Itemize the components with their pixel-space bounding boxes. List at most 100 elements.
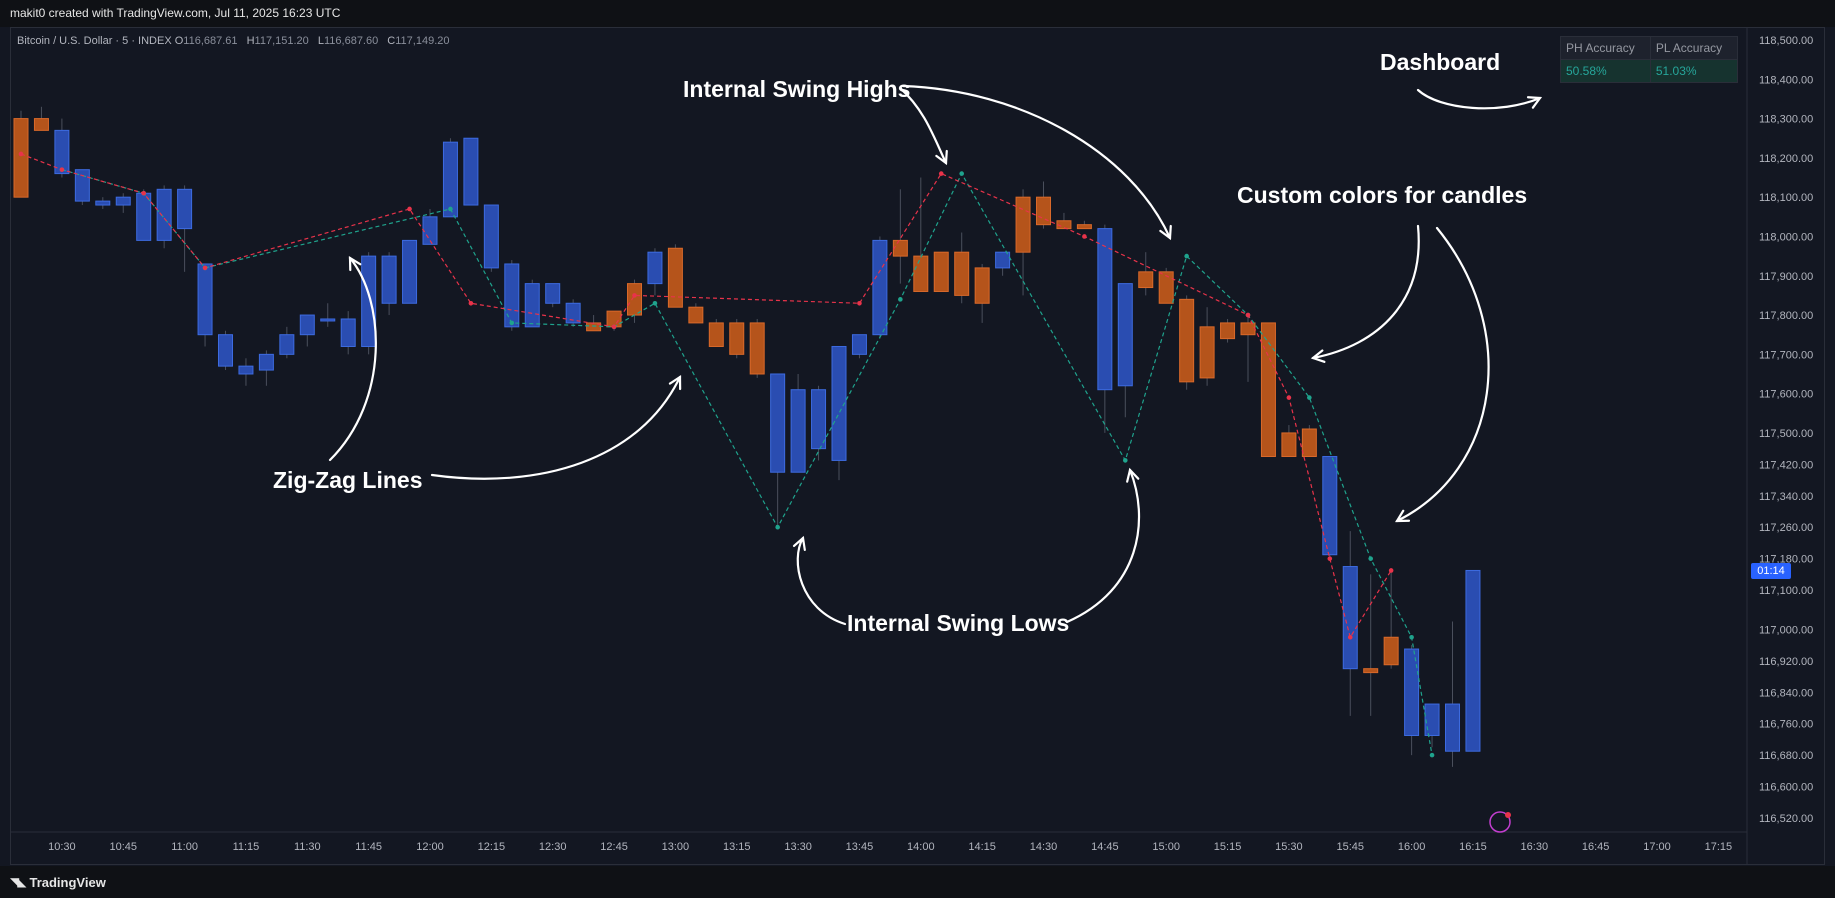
symbol-legend: Bitcoin / U.S. Dollar · 5 · INDEX O116,6… — [17, 35, 456, 47]
annotation-zigzag: Zig-Zag Lines — [273, 467, 423, 493]
candle — [1179, 295, 1195, 390]
bull-candle-body — [156, 188, 172, 241]
y-tick-label: 116,520.00 — [1759, 813, 1813, 825]
candle — [729, 318, 745, 359]
candle — [811, 385, 827, 461]
attribution-text: makit0 created with TradingView.com, Jul… — [10, 6, 341, 20]
candle — [647, 248, 663, 296]
footer-bar: ◥◣ TradingView — [0, 866, 1835, 898]
bear-candle-body — [913, 255, 929, 292]
candlestick-chart[interactable]: 118,500.00 118,400.00 118,300.00 118,200.00… — [0, 0, 1835, 866]
x-tick-label: 12:30 — [539, 841, 567, 853]
candle — [177, 185, 193, 272]
x-tick-label: 11:00 — [171, 841, 198, 853]
bear-candle-body — [1138, 271, 1154, 289]
tradingview-brand: TradingView — [29, 874, 106, 890]
bull-candle-body — [258, 353, 274, 371]
bear-candle-body — [606, 310, 622, 328]
chart-frame — [10, 27, 1825, 865]
bear-candle-body — [1056, 220, 1072, 230]
bull-candle-body — [197, 263, 213, 336]
candle — [524, 279, 540, 328]
candle — [218, 330, 233, 371]
y-tick-label: 116,600.00 — [1759, 782, 1813, 794]
candle — [1465, 569, 1481, 752]
candle — [1158, 267, 1174, 304]
x-tick-label: 15:15 — [1214, 841, 1242, 853]
alert-icon — [1489, 811, 1511, 833]
x-tick-label: 15:00 — [1152, 841, 1180, 853]
close-label: C — [387, 35, 396, 47]
y-tick-label: 117,420.00 — [1759, 459, 1813, 471]
candle — [197, 263, 213, 347]
zigzag-line-high-point — [1327, 556, 1333, 561]
bear-candle-body — [1281, 432, 1297, 458]
arrow-colors-left — [1311, 224, 1420, 360]
pl-accuracy-header: PL Accuracy — [1649, 36, 1739, 60]
y-tick-label: 118,300.00 — [1759, 114, 1813, 126]
x-tick-label: 13:15 — [723, 841, 751, 853]
tradingview-logo[interactable]: ◥◣ TradingView — [10, 875, 106, 890]
candle — [565, 299, 581, 327]
candle — [95, 197, 111, 209]
bear-candle-body — [627, 283, 642, 316]
bear-candle-body — [933, 251, 949, 292]
zigzag-line-high-point — [1245, 312, 1251, 318]
bull-candle-body — [1342, 566, 1358, 670]
y-tick-label: 117,100.00 — [1759, 585, 1813, 597]
x-tick-label: 12:00 — [416, 841, 444, 853]
x-tick-label: 13:45 — [846, 841, 874, 853]
bull-candle-body — [504, 263, 520, 328]
candle — [1199, 307, 1215, 386]
bear-candle-body — [708, 322, 724, 347]
zigzag-line-high-point — [611, 324, 617, 330]
zigzag-line-low-point — [1123, 458, 1128, 463]
low-value: 116,687.60 — [323, 35, 379, 47]
zigzag-line-high-point — [407, 206, 412, 212]
y-tick-label: 117,800.00 — [1759, 310, 1813, 322]
bear-candle-body — [1036, 196, 1051, 226]
candle — [851, 334, 867, 359]
bull-candle-body — [381, 255, 397, 304]
candle — [749, 318, 765, 378]
zigzag-line-high-point — [632, 293, 637, 298]
x-tick-label: 14:15 — [968, 841, 996, 853]
candle — [1404, 645, 1420, 756]
zigzag-line-low-point — [448, 206, 453, 212]
high-label: H — [246, 35, 255, 47]
tradingview-logo-icon: ◥◣ — [10, 875, 27, 889]
candle — [115, 193, 131, 213]
zigzag-line-high — [20, 153, 1392, 639]
bear-candle-body — [954, 251, 970, 296]
bull-candle-body — [54, 129, 70, 175]
bear-candle-body — [1301, 428, 1317, 458]
candle — [1342, 531, 1358, 716]
bull-candle-body — [177, 188, 193, 230]
y-tick-label: 117,900.00 — [1759, 271, 1813, 283]
bull-candle-body — [279, 334, 295, 355]
candle — [770, 373, 786, 528]
candle — [913, 177, 929, 292]
arrow-colors-right-head — [1395, 509, 1411, 523]
x-tick-label: 11:15 — [233, 841, 260, 853]
attribution-bar: makit0 created with TradingView.com, Jul… — [0, 0, 1835, 27]
y-tick-label: 118,500.00 — [1759, 35, 1813, 47]
low-label: L — [317, 35, 324, 47]
x-tick-label: 16:30 — [1521, 841, 1549, 853]
candle — [136, 189, 152, 241]
candle — [1117, 283, 1133, 418]
bull-candle-body — [218, 334, 233, 367]
y-tick-label: 118,100.00 — [1759, 192, 1813, 204]
bear-candle-body — [1199, 326, 1215, 379]
candle — [974, 263, 990, 323]
bear-candle-body — [749, 322, 765, 375]
candle — [954, 232, 970, 304]
candle — [1138, 252, 1154, 296]
candle — [1383, 570, 1399, 669]
bull-candle-body — [1445, 703, 1460, 752]
bull-candle-body — [422, 216, 438, 245]
candle — [790, 373, 806, 473]
bull-candle-body — [851, 334, 867, 355]
x-tick-label: 13:30 — [784, 841, 812, 853]
bull-candle-body — [463, 137, 479, 206]
